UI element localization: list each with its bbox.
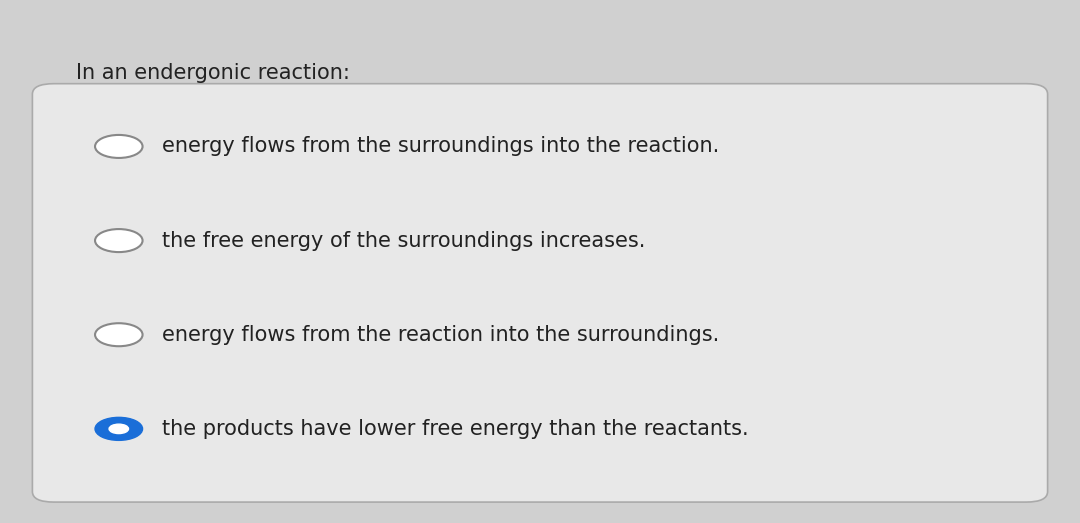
FancyBboxPatch shape: [32, 84, 1048, 502]
Circle shape: [109, 424, 129, 434]
Text: energy flows from the reaction into the surroundings.: energy flows from the reaction into the …: [162, 325, 719, 345]
Circle shape: [95, 229, 143, 252]
Text: energy flows from the surroundings into the reaction.: energy flows from the surroundings into …: [162, 137, 719, 156]
Text: the products have lower free energy than the reactants.: the products have lower free energy than…: [162, 419, 748, 439]
Text: the free energy of the surroundings increases.: the free energy of the surroundings incr…: [162, 231, 646, 251]
Text: In an endergonic reaction:: In an endergonic reaction:: [76, 63, 350, 83]
Circle shape: [95, 323, 143, 346]
Circle shape: [95, 417, 143, 440]
Circle shape: [95, 135, 143, 158]
